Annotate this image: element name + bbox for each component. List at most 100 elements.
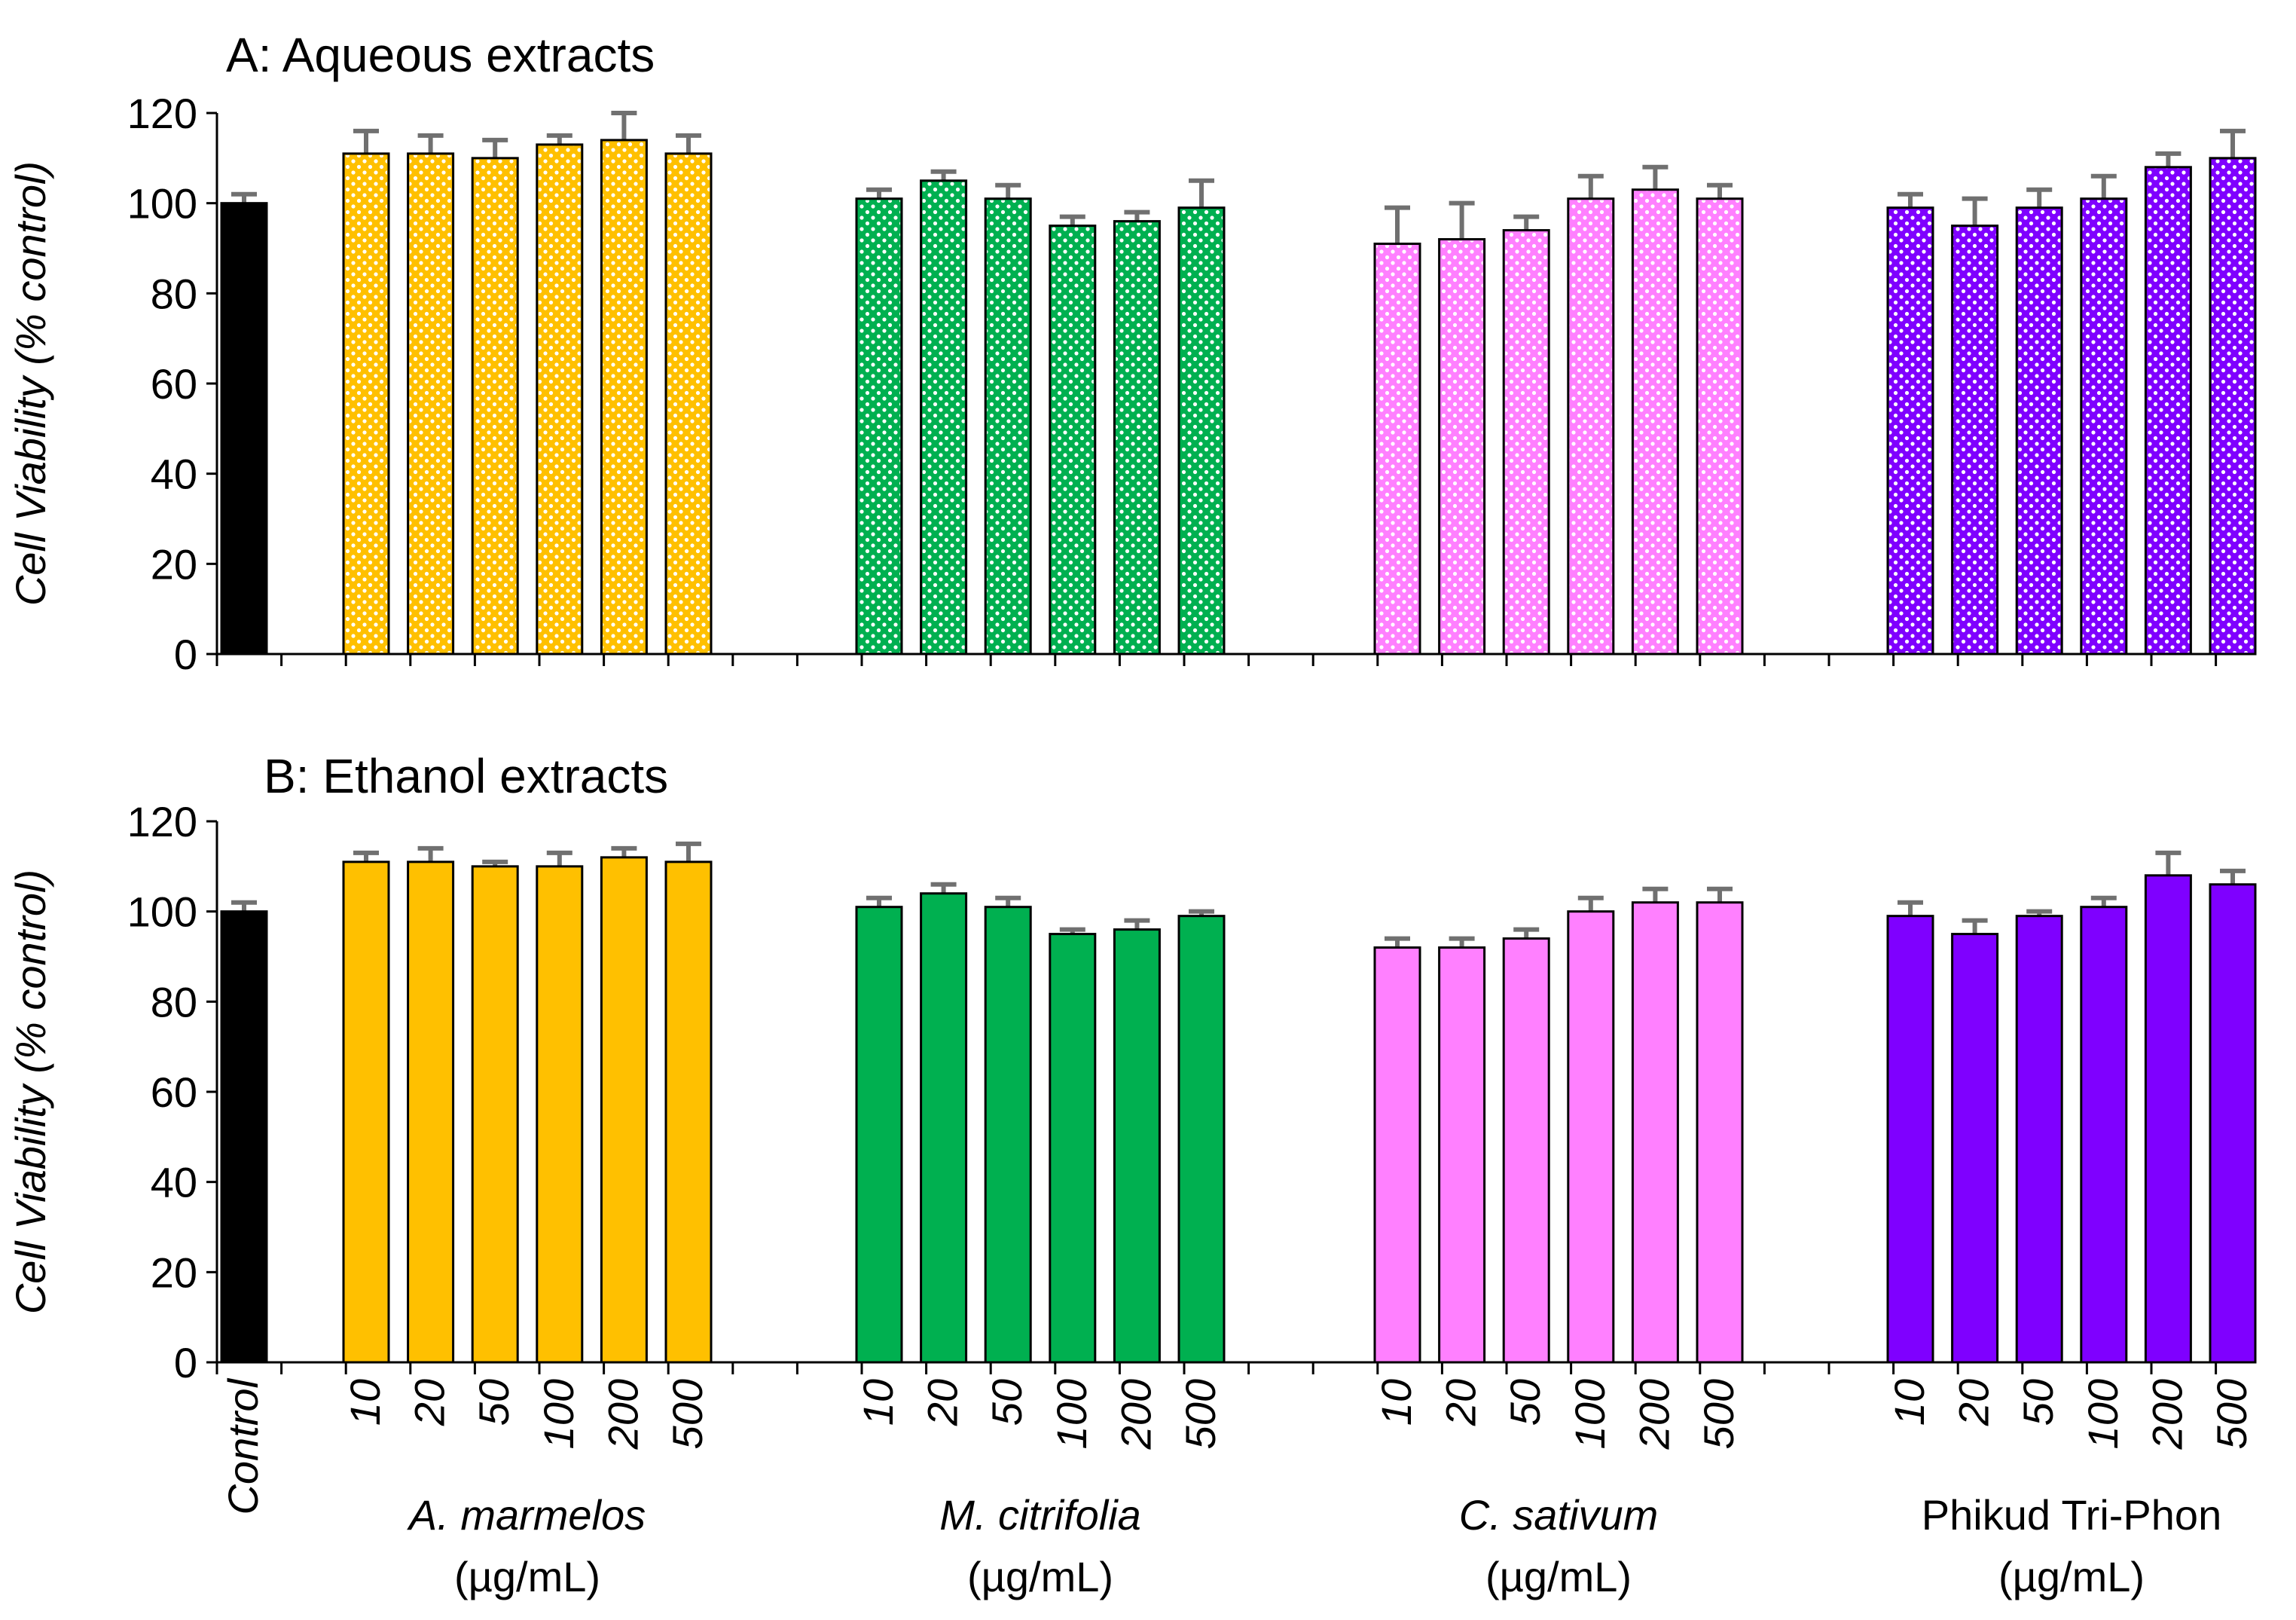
x-tick-label-a-marmelos-50: 50	[470, 1379, 518, 1426]
x-tick-label-c-sativum-100: 100	[1566, 1379, 1614, 1449]
group-unit-a-marmelos: (µg/mL)	[454, 1553, 600, 1600]
bar-m-citrifolia-500	[1177, 915, 1226, 1364]
y-tick-label: 20	[151, 540, 197, 588]
x-tick-label-c-sativum-500: 500	[1695, 1379, 1742, 1449]
x-axis-labels: Control 10 20 50 100 200 500 A. marmelos (µg/mL)…	[219, 1377, 2255, 1600]
bar-m-citrifolia-100-pattern	[1051, 227, 1094, 653]
y-tick-label: 20	[151, 1249, 197, 1296]
x-tick-label-m-citrifolia-100: 100	[1048, 1379, 1095, 1449]
x-label-control: Control	[219, 1377, 267, 1515]
bar-m-citrifolia-200	[1113, 928, 1161, 1364]
bar-m-citrifolia-20	[920, 892, 968, 1364]
bar-phikud-tri-phon-20	[1951, 933, 1999, 1364]
x-tick-label-c-sativum-10: 10	[1372, 1379, 1420, 1426]
bar-c-sativum-500	[1696, 901, 1744, 1364]
bar-c-sativum-100	[1567, 910, 1615, 1364]
x-tick-label-phikud-tri-phon-500: 500	[2208, 1379, 2255, 1449]
bar-a-marmelos-100-pattern	[538, 145, 581, 653]
panel-ethanol-extracts: B: Ethanol extracts Cell Viability (% con…	[7, 749, 2257, 1386]
y-tick-label: 60	[151, 360, 197, 408]
x-tick-label-phikud-tri-phon-200: 200	[2143, 1379, 2191, 1450]
y-tick-label: 100	[127, 180, 197, 228]
x-tick-label-m-citrifolia-20: 20	[919, 1379, 966, 1426]
bar-phikud-tri-phon-500	[2209, 883, 2257, 1364]
bar-phikud-tri-phon-500-pattern	[2212, 159, 2254, 653]
bar-phikud-tri-phon-200-pattern	[2147, 168, 2190, 653]
bar-phikud-tri-phon-100	[2080, 906, 2128, 1364]
group-label-phikud-tri-phon: Phikud Tri-Phon	[1922, 1491, 2221, 1539]
x-tick-label-phikud-tri-phon-20: 20	[1950, 1379, 1998, 1426]
bar-a-marmelos-200-pattern	[603, 141, 646, 653]
x-tick-label-a-marmelos-10: 10	[341, 1379, 389, 1426]
y-tick-label: 0	[174, 1339, 197, 1386]
bar-phikud-tri-phon-10	[1886, 915, 1934, 1364]
y-tick-label: 80	[151, 270, 197, 317]
panel-title: B: Ethanol extracts	[264, 749, 668, 803]
x-tick-label-m-citrifolia-50: 50	[983, 1379, 1030, 1426]
bar-a-marmelos-20	[407, 860, 455, 1364]
bar-a-marmelos-50	[471, 865, 519, 1364]
bar-a-marmelos-50-pattern	[474, 159, 517, 653]
bar-phikud-tri-phon-200	[2144, 874, 2192, 1364]
bar-control	[220, 202, 268, 656]
bar-a-marmelos-500-pattern	[667, 154, 710, 653]
x-tick-label-c-sativum-20: 20	[1437, 1379, 1485, 1426]
bar-c-sativum-100-pattern	[1569, 200, 1612, 653]
bar-c-sativum-10-pattern	[1376, 245, 1418, 653]
bar-a-marmelos-10-pattern	[345, 154, 387, 653]
bar-m-citrifolia-10-pattern	[858, 200, 900, 653]
y-tick-label: 0	[174, 631, 197, 678]
bar-m-citrifolia-500-pattern	[1180, 209, 1223, 653]
bar-c-sativum-20-pattern	[1440, 240, 1483, 653]
y-tick-label: 40	[151, 451, 197, 498]
x-tick-label-a-marmelos-200: 200	[599, 1379, 646, 1450]
bar-phikud-tri-phon-20-pattern	[1953, 227, 1996, 653]
x-tick-label-m-citrifolia-500: 500	[1177, 1379, 1224, 1449]
bar-control	[220, 910, 268, 1364]
y-tick-label: 80	[151, 978, 197, 1025]
panel-aqueous-extracts: A: Aqueous extracts Cell Viability (% con…	[7, 28, 2257, 678]
y-axis-label-unit: (% control)	[7, 161, 54, 365]
bar-m-citrifolia-50	[984, 906, 1032, 1364]
x-tick-label-phikud-tri-phon-100: 100	[2079, 1379, 2127, 1449]
bar-phikud-tri-phon-10-pattern	[1889, 209, 1931, 653]
panel-title: A: Aqueous extracts	[226, 28, 655, 82]
y-tick-label: 100	[127, 888, 197, 936]
bar-c-sativum-50	[1502, 937, 1550, 1364]
y-tick-label: 120	[127, 90, 197, 137]
x-tick-label-a-marmelos-500: 500	[664, 1379, 711, 1449]
y-axis-label-unit: (% control)	[7, 870, 54, 1074]
x-tick-label-m-citrifolia-200: 200	[1112, 1379, 1159, 1450]
bar-m-citrifolia-200-pattern	[1116, 222, 1159, 653]
y-axis-label-main: Cell Viability	[7, 1074, 54, 1315]
group-label-m-citrifolia: M. citrifolia	[939, 1491, 1141, 1539]
bar-m-citrifolia-10	[855, 906, 903, 1364]
bar-a-marmelos-100	[536, 865, 584, 1364]
bar-a-marmelos-10	[342, 860, 390, 1364]
x-tick-label-phikud-tri-phon-10: 10	[1885, 1379, 1933, 1426]
x-tick-label-a-marmelos-20: 20	[406, 1379, 453, 1426]
bar-c-sativum-200-pattern	[1634, 191, 1677, 653]
x-tick-label-phikud-tri-phon-50: 50	[2014, 1379, 2062, 1426]
bar-c-sativum-20	[1438, 946, 1486, 1364]
bar-a-marmelos-200	[600, 856, 648, 1364]
bar-m-citrifolia-100	[1049, 933, 1097, 1364]
group-unit-m-citrifolia: (µg/mL)	[967, 1553, 1113, 1600]
bar-a-marmelos-20-pattern	[409, 154, 452, 653]
y-axis-label: Cell Viability (% control)	[7, 870, 54, 1314]
bar-phikud-tri-phon-100-pattern	[2082, 200, 2125, 653]
bar-c-sativum-500-pattern	[1699, 200, 1741, 653]
y-tick-label: 60	[151, 1068, 197, 1116]
group-unit-c-sativum: (µg/mL)	[1485, 1553, 1632, 1600]
y-tick-label: 120	[127, 798, 197, 845]
group-label-c-sativum: C. sativum	[1459, 1491, 1659, 1539]
bar-a-marmelos-500	[664, 860, 713, 1364]
group-label-a-marmelos: A. marmelos	[407, 1491, 646, 1539]
bar-phikud-tri-phon-50-pattern	[2018, 209, 2061, 653]
y-tick-label: 40	[151, 1159, 197, 1206]
x-tick-label-c-sativum-50: 50	[1501, 1379, 1549, 1426]
x-tick-label-m-citrifolia-10: 10	[854, 1379, 902, 1426]
bar-c-sativum-200	[1631, 901, 1679, 1364]
bar-c-sativum-50-pattern	[1505, 231, 1548, 653]
